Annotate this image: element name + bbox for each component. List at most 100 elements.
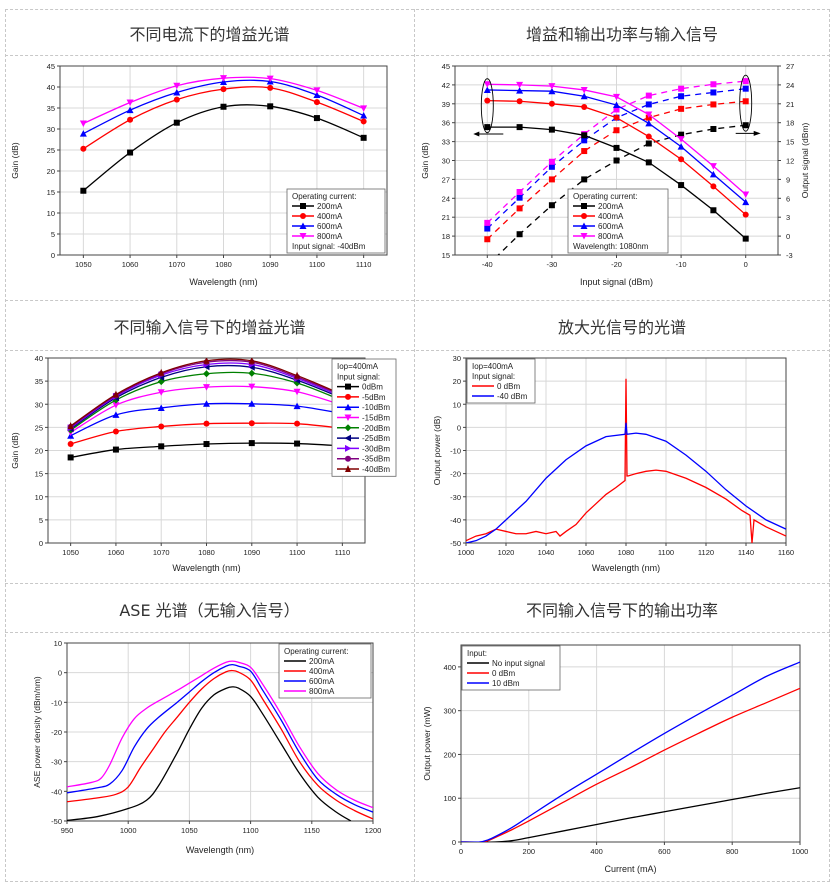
data-point-800mA (79, 120, 87, 128)
chart-amplified-spectrum: 1000 1020 1040 1060 1080 1100 1120 1140 1160-50-… (432, 354, 794, 573)
data-point-200mA (548, 126, 555, 133)
chart-gain-vs-wavelength-current: 1050 1060 1070 1080 1090 1100 1110 0 5 10 15 20 25 30… (10, 62, 388, 287)
data-point-400mA (173, 96, 180, 103)
chart-gain-output-vs-input: -40 -30 -20 -10 01518212427303336394245-3036… (420, 62, 810, 287)
legend-label: -15dBm (362, 414, 390, 423)
legend-label: 0 dBm (497, 382, 520, 391)
x-tick-label: 1020 (498, 548, 515, 557)
x-tick-label: 1070 (153, 548, 170, 557)
legend-marker (300, 213, 306, 219)
data-point-output-400mA (548, 176, 555, 183)
data-point-800mA (266, 75, 274, 83)
y-tick-label: 30 (47, 125, 55, 134)
legend-marker (344, 414, 352, 421)
data-point--40dBm (67, 421, 74, 429)
y-tick-label: -30 (450, 493, 461, 502)
data-point-600mA (126, 106, 134, 114)
y-tick-label: 20 (35, 447, 43, 456)
x-tick-label: 950 (61, 826, 74, 835)
y-right-tick-label: 21 (786, 100, 794, 109)
data-point-200mA (313, 115, 320, 122)
x-tick-label: 1040 (538, 548, 555, 557)
y-tick-label: 15 (442, 251, 450, 260)
legend-heading: Operating current: (573, 192, 637, 201)
x-tick-label: 400 (590, 847, 603, 856)
data-point-800mA (645, 111, 653, 119)
data-point-600mA (220, 78, 227, 85)
y-tick-label: 18 (442, 232, 450, 241)
legend-label: -5dBm (362, 393, 386, 402)
y-tick-label: 10 (54, 639, 62, 648)
data-point-200mA (710, 207, 717, 214)
data-point-output-400mA (613, 127, 620, 134)
data-point-400mA (360, 118, 367, 125)
x-tick-label: -30 (546, 260, 557, 269)
x-tick-label: 1050 (181, 826, 198, 835)
y-axis-title: Output power (dB) (432, 416, 442, 486)
x-tick-label: 1100 (289, 548, 305, 557)
plot-area (466, 378, 786, 543)
plot-area (461, 661, 800, 842)
plot-frame (460, 644, 801, 843)
y-tick-label: 20 (453, 377, 461, 386)
data-point-output-800mA (484, 219, 491, 226)
y-tick-label: 10 (35, 493, 43, 502)
legend-box (567, 188, 669, 254)
data-point-output-400mA (581, 148, 588, 155)
data-point-output-600mA (516, 194, 523, 201)
data-point--5dBm (248, 420, 255, 427)
y-tick-label: 40 (35, 354, 43, 363)
data-point-400mA (220, 86, 227, 93)
data-point-600mA (613, 101, 620, 109)
data-point-400mA (267, 84, 274, 91)
legend-marker (345, 455, 351, 462)
data-point-600mA (516, 87, 524, 94)
data-point-output-200mA (678, 131, 685, 138)
plot-area (67, 660, 373, 821)
series-line-output-800mA (486, 80, 746, 224)
legend-label: -40 dBm (497, 392, 528, 401)
y-tick-label: 27 (442, 175, 450, 184)
data-point-800mA (677, 136, 685, 143)
data-point--40dBm (294, 371, 301, 379)
x-tick-label: 200 (523, 847, 536, 856)
data-point-200mA (127, 149, 134, 156)
data-point-output-200mA (581, 176, 588, 183)
data-point-output-400mA (710, 101, 717, 108)
y-axis-title: Gain (dB) (10, 142, 20, 179)
x-tick-label: 800 (726, 847, 739, 856)
title-amplified-spectrum: 放大光信号的光谱 (557, 318, 686, 337)
data-point-600mA (580, 92, 588, 100)
y-tick-label: -10 (51, 698, 62, 707)
legend-label: 600mA (309, 677, 335, 686)
y-tick-label: 15 (47, 188, 55, 197)
y-axis-title: Gain (dB) (420, 142, 430, 179)
chart-gain-vs-wavelength-input: 1050 1060 1070 1080 1090 1100 1110 0 5 10 15 20 25 30… (10, 354, 397, 573)
data-point-output-600mA (710, 89, 717, 96)
gain-group-ellipse (480, 78, 494, 134)
legend-label: 10 dBm (492, 679, 520, 688)
title-output-power-vs-current: 不同输入信号下的输出功率 (525, 601, 718, 620)
data-point--40dBm (248, 358, 255, 364)
y-tick-label: 30 (442, 157, 450, 166)
x-axis-title: Wavelength (nm) (186, 845, 254, 855)
legend-box (286, 188, 386, 254)
legend-label: -10dBm (362, 403, 390, 412)
legend-marker (580, 233, 588, 240)
legend-label: 0 dBm (492, 669, 515, 678)
data-point-0dBm (294, 440, 301, 447)
data-point-output-600mA (548, 163, 555, 170)
y-right-tick-label: 12 (786, 157, 794, 166)
series-line--40 dBm (466, 422, 786, 543)
title-gain-vs-current: 不同电流下的增益光谱 (129, 25, 290, 44)
x-tick-label: -40 (482, 260, 493, 269)
y-right-tick-label: -3 (786, 251, 793, 260)
legend-label: 800mA (598, 232, 624, 241)
y-tick-label: -50 (450, 539, 461, 548)
legend-label: 200mA (309, 657, 335, 666)
table-row-divider (5, 300, 830, 301)
data-point-800mA (220, 75, 227, 82)
legend: Operating current:200mA400mA600mA800mAWa… (567, 188, 669, 254)
y-tick-label: 33 (442, 138, 450, 147)
